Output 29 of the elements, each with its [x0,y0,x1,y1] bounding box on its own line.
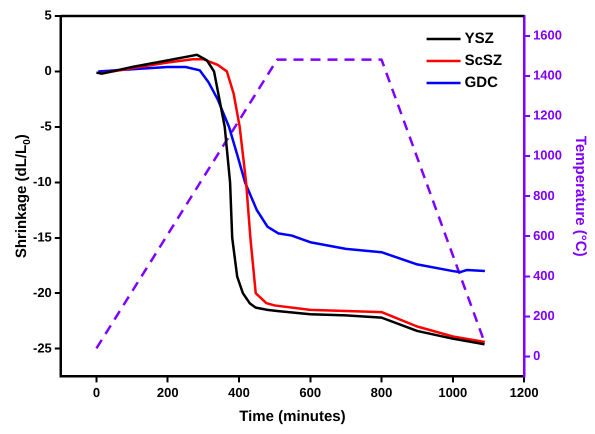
y2-tick-label: 1200 [533,108,562,123]
legend-label: YSZ [464,30,494,48]
x-tick-label: 1000 [438,384,468,400]
y-tick-label: -15 [32,229,52,244]
x-tick-label: 0 [92,384,100,400]
x-tick-label: 400 [228,384,250,400]
x-tick-label: 600 [299,384,322,400]
y-tick-label: -5 [40,118,52,134]
y2-tick-label: 1400 [533,68,562,83]
x-axis-title: Time (minutes) [239,408,346,426]
y2-tick-label: 0 [533,348,540,363]
x-tick-label: 1200 [510,384,539,400]
y-tick-label: -10 [32,174,52,189]
y2-axis-title: Temperature (°C) [572,136,589,257]
y-tick-label: -20 [32,284,52,300]
y2-tick-label: 200 [533,308,555,323]
legend-label: GDC [464,74,498,92]
y2-tick-label: 800 [533,188,555,203]
y-tick-label: 5 [44,8,52,23]
y2-tick-label: 600 [533,228,555,243]
y2-tick-label: 1000 [533,148,562,163]
x-tick-label: 800 [370,384,392,400]
y2-tick-label: 1600 [533,28,562,43]
y-tick-label: -25 [32,340,52,356]
x-tick-label: 200 [156,384,179,400]
y-tick-label: 0 [44,63,52,78]
y2-tick-label: 400 [533,268,555,283]
legend-label: ScSZ [464,52,502,70]
y-axis-title: Shrinkage (dL/L0) [13,134,33,258]
